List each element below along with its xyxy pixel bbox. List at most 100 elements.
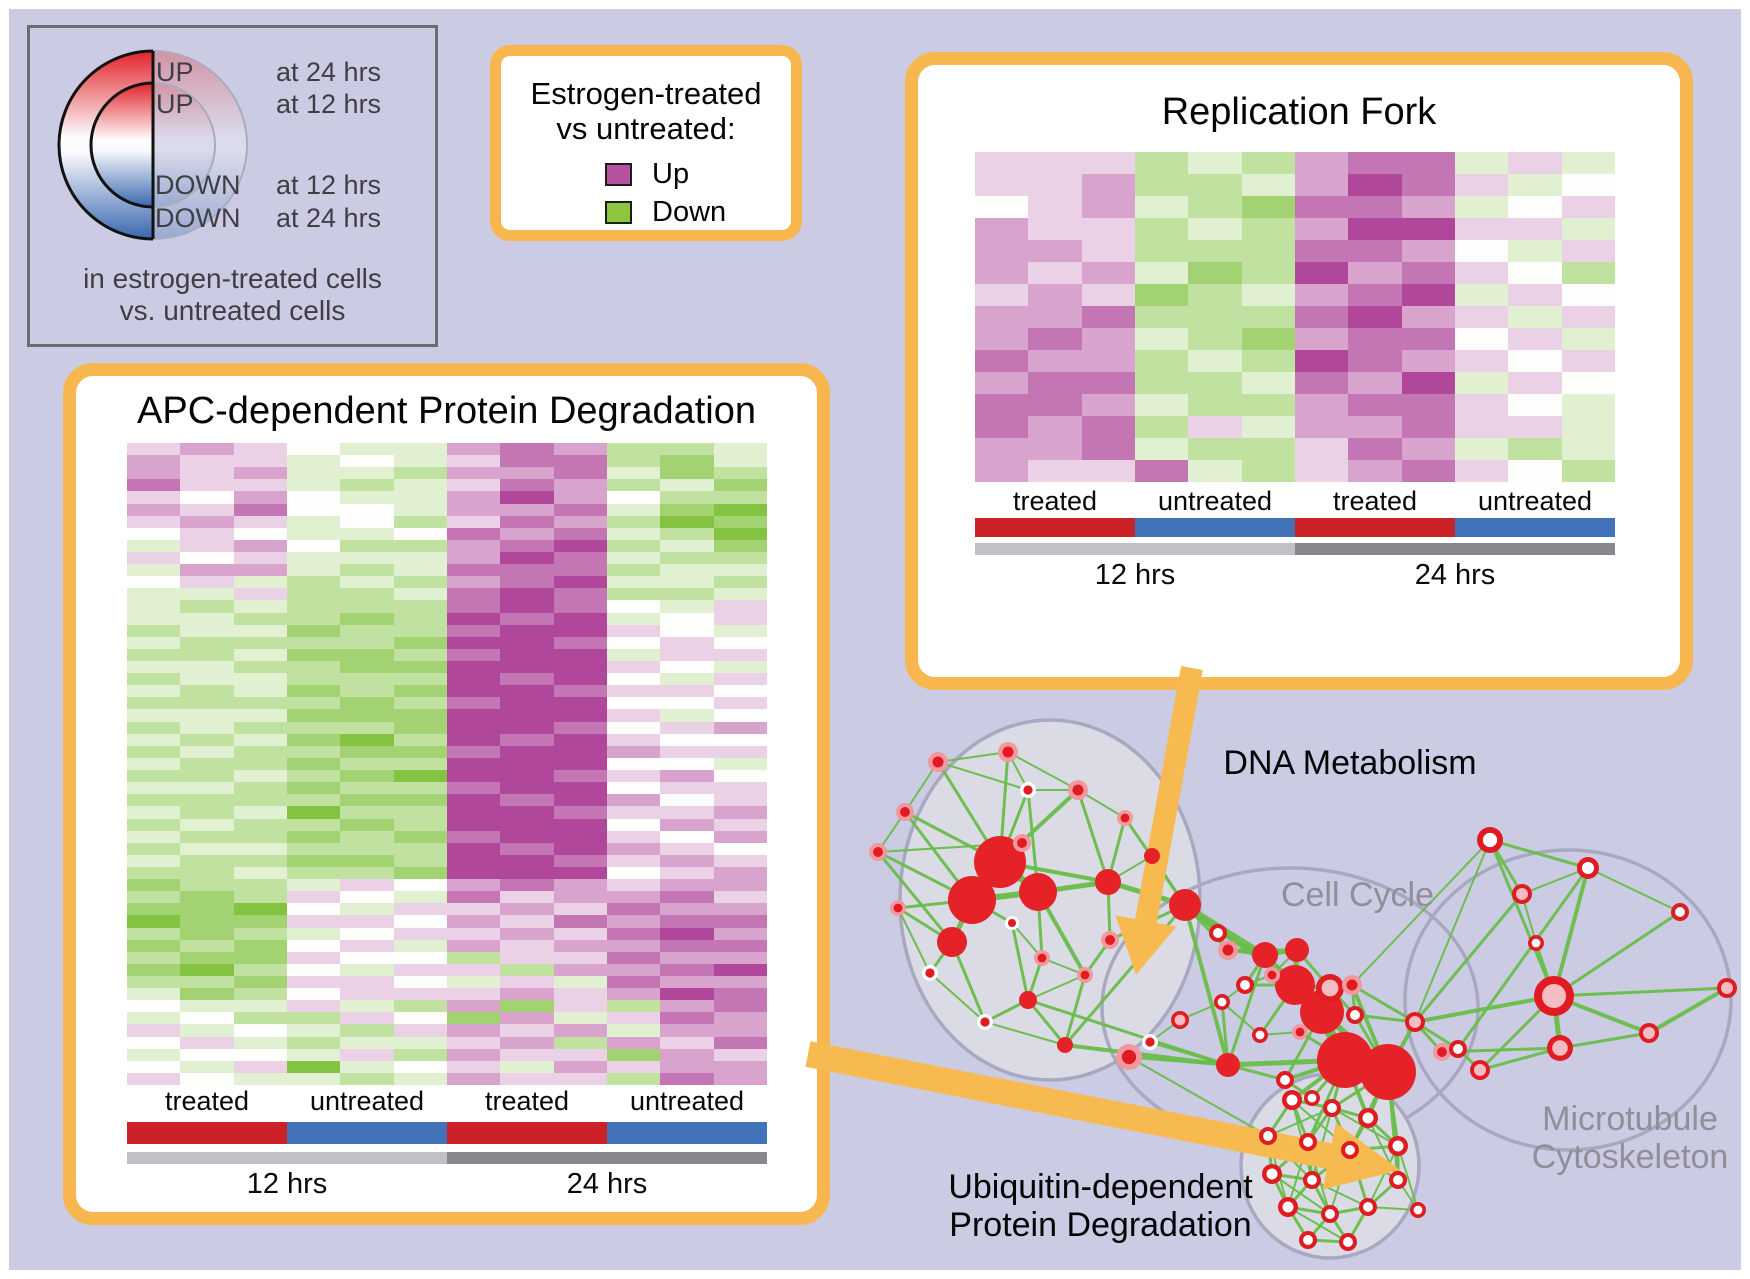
heatmap-cell bbox=[500, 830, 554, 843]
heatmap-cell bbox=[1401, 152, 1455, 174]
heatmap-cell bbox=[660, 770, 714, 783]
heatmap-cell bbox=[233, 564, 287, 577]
heatmap-cell bbox=[1348, 284, 1402, 306]
heatmap-cell bbox=[606, 1036, 661, 1049]
ring-row-word: DOWN bbox=[155, 203, 241, 233]
heatmap-cell bbox=[180, 866, 234, 880]
heatmap-cell bbox=[975, 284, 1029, 306]
heatmap-cell bbox=[606, 491, 661, 504]
heatmap-cell bbox=[286, 1024, 341, 1037]
heatmap-cell bbox=[233, 1000, 287, 1013]
heatmap-cell bbox=[713, 491, 767, 504]
heatmap-cell bbox=[1401, 196, 1455, 218]
heatmap-cell bbox=[660, 661, 714, 674]
heatmap-cell bbox=[500, 757, 554, 771]
heatmap-cell bbox=[500, 818, 554, 831]
heatmap-cell bbox=[713, 975, 767, 989]
heatmap-cell bbox=[286, 939, 341, 952]
heatmap-cell bbox=[340, 673, 394, 686]
heatmap-cell bbox=[660, 1060, 714, 1073]
heatmap-cell bbox=[1401, 438, 1455, 460]
heatmap-cell bbox=[1241, 306, 1295, 328]
heatmap-cell bbox=[1294, 174, 1349, 196]
heatmap-cell bbox=[660, 903, 714, 916]
heatmap-cell bbox=[340, 951, 394, 964]
heatmap-cell bbox=[446, 806, 501, 819]
heatmap-cell bbox=[500, 745, 554, 758]
heatmap-cell bbox=[660, 1072, 714, 1085]
heatmap-cell bbox=[713, 891, 767, 904]
heatmap-cell bbox=[606, 661, 661, 674]
heatmap-cell bbox=[1561, 284, 1615, 306]
heatmap-cell bbox=[286, 697, 341, 710]
heatmap-cell bbox=[340, 1036, 394, 1049]
heatmap-cell bbox=[180, 733, 234, 746]
heatmap-cell bbox=[1508, 196, 1562, 218]
heatmap-cell bbox=[975, 438, 1029, 460]
heatmap-cell bbox=[127, 648, 181, 662]
heatmap-cell bbox=[446, 661, 501, 674]
cluster-label-cell-cycle: Cell Cycle bbox=[1280, 876, 1435, 914]
heatmap-cell bbox=[713, 697, 767, 710]
heatmap-cell bbox=[393, 588, 447, 601]
heatmap-cell bbox=[233, 988, 287, 1001]
heatmap-cell bbox=[713, 745, 767, 758]
heatmap-cell bbox=[553, 1060, 607, 1073]
heatmap-cell bbox=[233, 721, 287, 734]
heatmap-cell bbox=[553, 733, 607, 746]
heatmap-cell bbox=[660, 1000, 714, 1013]
group-label: untreated bbox=[1477, 486, 1593, 516]
heatmap-cell bbox=[1454, 350, 1509, 372]
heatmap-cell bbox=[713, 648, 767, 662]
heatmap-cell bbox=[233, 842, 287, 855]
untreated-bar-segment bbox=[1135, 518, 1295, 537]
heatmap-cell bbox=[233, 709, 287, 722]
heatmap-cell bbox=[660, 757, 714, 771]
time24-bar-segment bbox=[1295, 543, 1615, 555]
heatmap-cell bbox=[233, 443, 287, 456]
heatmap-cell bbox=[286, 903, 341, 916]
heatmap-cell bbox=[393, 709, 447, 722]
heatmap-cell bbox=[1454, 240, 1509, 262]
heatmap-cell bbox=[127, 552, 181, 565]
heatmap-cell bbox=[606, 794, 661, 807]
time-label: 24 hrs bbox=[1414, 559, 1496, 591]
heatmap-cell bbox=[180, 685, 234, 698]
heatmap-cell bbox=[713, 661, 767, 674]
heatmap-cell bbox=[1081, 438, 1135, 460]
heatmap-cell bbox=[1454, 262, 1509, 284]
heatmap-cell bbox=[233, 491, 287, 504]
heatmap-cell bbox=[713, 1048, 767, 1061]
heatmap-cell bbox=[1028, 196, 1082, 218]
up-color-swatch bbox=[605, 163, 632, 186]
heatmap-cell bbox=[180, 830, 234, 843]
heatmap-cell bbox=[340, 854, 394, 867]
heatmap-cell bbox=[180, 903, 234, 916]
heatmap-cell bbox=[1241, 284, 1295, 306]
heatmap-cell bbox=[553, 782, 607, 795]
heatmap-cell bbox=[713, 903, 767, 916]
heatmap-cell bbox=[286, 745, 341, 758]
heatmap-cell bbox=[500, 600, 554, 613]
heatmap-cell bbox=[500, 527, 554, 540]
heatmap-cell bbox=[1401, 416, 1455, 438]
heatmap-cell bbox=[713, 576, 767, 589]
heatmap-cell bbox=[393, 818, 447, 831]
heatmap-cell bbox=[1454, 372, 1509, 394]
heatmap-cell bbox=[1081, 328, 1135, 350]
heatmap-cell bbox=[713, 1072, 767, 1085]
heatmap-cell bbox=[446, 757, 501, 771]
heatmap-cell bbox=[553, 757, 607, 771]
ring-row-time: at 12 hrs bbox=[276, 170, 382, 200]
heatmap-cell bbox=[500, 1024, 554, 1037]
heatmap-cell bbox=[286, 636, 341, 649]
ring-caption-line2: vs. untreated cells bbox=[119, 295, 346, 326]
heatmap-cell bbox=[1348, 394, 1402, 416]
heatmap-cell bbox=[127, 939, 181, 952]
heatmap-cell bbox=[660, 491, 714, 504]
heatmap-cell bbox=[553, 576, 607, 589]
heatmap-cell bbox=[975, 460, 1029, 482]
heatmap-cell bbox=[233, 515, 287, 528]
heatmap-cell bbox=[446, 1012, 501, 1025]
heatmap-cell bbox=[180, 818, 234, 831]
